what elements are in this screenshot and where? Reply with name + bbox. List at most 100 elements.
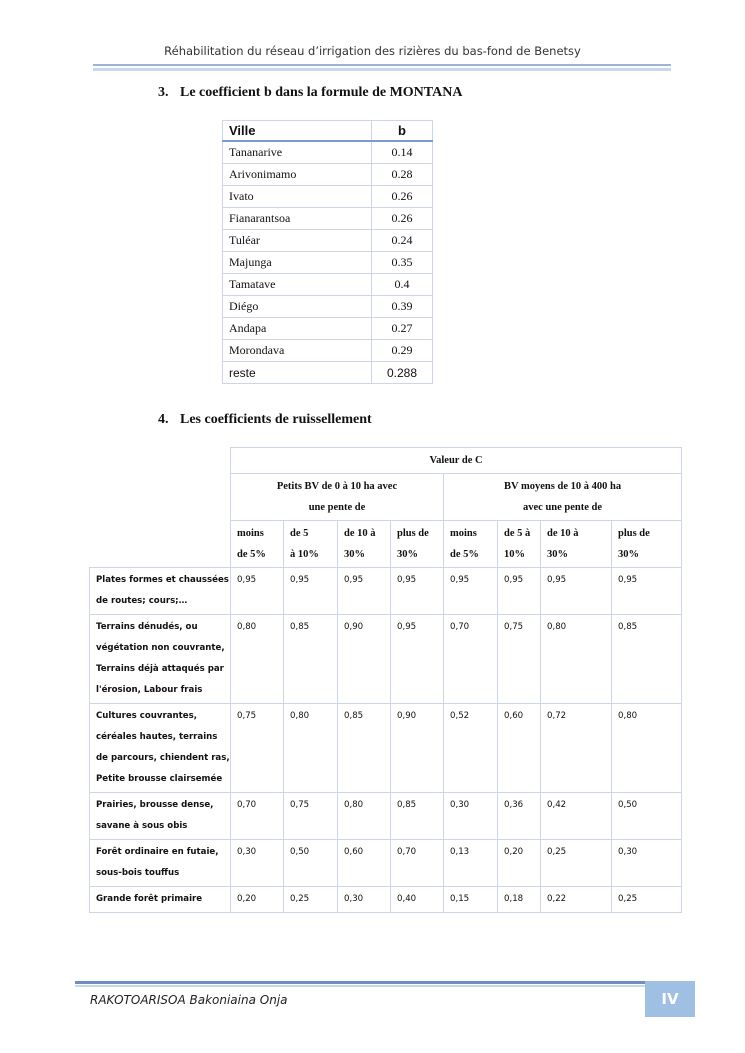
table-row: Ivato 0.26 [222, 185, 433, 208]
value-cell: 0,90 [390, 703, 444, 793]
footer-rule [75, 981, 645, 984]
value-cell: 0,80 [337, 792, 391, 840]
row-label: Prairies, brousse dense, savane à sous ob… [89, 792, 231, 840]
slope-line: plus de [397, 528, 429, 539]
value-cell: 0,15 [443, 886, 498, 913]
slope-line: plus de [618, 528, 650, 539]
title-cell: Valeur de C [229, 447, 683, 474]
table-cell: 0.4 [371, 273, 433, 296]
label-line: végétation non couvrante, [96, 643, 225, 653]
table-cell: 0.26 [371, 207, 433, 230]
slope-line: à 10% [290, 549, 319, 560]
slope-line: de 5% [237, 549, 266, 560]
slope-cell: de 10 à 30% [337, 520, 391, 568]
value-cell: 0,95 [610, 567, 683, 615]
blank-cell [90, 474, 231, 521]
value-cell: 0,30 [230, 839, 284, 887]
value-cell: 0,70 [390, 839, 444, 887]
table-cell: 0.35 [371, 251, 433, 274]
header-rule [93, 64, 671, 66]
value-cell: 0,95 [540, 567, 612, 615]
label-line: l'érosion, Labour frais [96, 685, 203, 695]
header-title: Réhabilitation du réseau d’irrigation de… [164, 44, 581, 58]
table-cell: 0.288 [371, 361, 433, 384]
value-cell: 0,90 [337, 614, 391, 704]
value-cell: 0,70 [443, 614, 498, 704]
value-cell: 0,36 [497, 792, 541, 840]
group-cell: Petits BV de 0 à 10 ha avec une pente de [230, 473, 444, 521]
table-row: Tuléar 0.24 [222, 229, 433, 252]
value-cell: 0,95 [283, 567, 338, 615]
value-cell: 0,85 [283, 614, 338, 704]
header-cell: b [371, 120, 433, 142]
slope-cell: moins de 5% [443, 520, 498, 568]
value-cell: 0,95 [230, 567, 284, 615]
slope-cell: plus de 30% [610, 520, 683, 568]
table-cell: Fianarantsoa [222, 207, 372, 230]
value-cell: 0,70 [230, 792, 284, 840]
slope-cell: de 5 à 10% [283, 520, 338, 568]
section-number: 4. [158, 412, 169, 427]
value-cell: 0,75 [283, 792, 338, 840]
group-cell: BV moyens de 10 à 400 ha avec une pente d… [442, 473, 683, 521]
label-line: Petite brousse clairsemée [96, 774, 223, 784]
label-line: Grande forêt primaire [96, 894, 203, 904]
section-number: 3. [158, 85, 169, 100]
slope-line: de 5 à [504, 528, 531, 539]
row-label: Terrains dénudés, ou végétation non couvr… [89, 614, 231, 704]
value-cell: 0,80 [230, 614, 284, 704]
header-cell: Ville [222, 120, 372, 142]
table-row: Plates formes et chaussées de routes; cou… [89, 567, 683, 615]
table-cell: Tananarive [222, 140, 372, 164]
slope-line: 30% [618, 549, 639, 560]
value-cell: 0,95 [337, 567, 391, 615]
value-cell: 0,60 [337, 839, 391, 887]
slope-line: 10% [504, 549, 525, 560]
header-rule [93, 68, 671, 71]
label-line: Prairies, brousse dense, [96, 800, 214, 810]
table-cell: Tuléar [222, 229, 372, 252]
value-cell: 0,30 [337, 886, 391, 913]
table-row: Arivonimamo 0.28 [222, 163, 433, 186]
slope-line: moins [237, 528, 264, 539]
table-cell: Diégo [222, 295, 372, 318]
table-cell: 0.27 [371, 317, 433, 340]
table-row: Diégo 0.39 [222, 295, 433, 318]
group-line: une pente de [308, 502, 366, 513]
group-line: Petits BV de 0 à 10 ha avec [276, 481, 398, 492]
value-cell: 0,20 [497, 839, 541, 887]
table-row: Cultures couvrantes, céréales hautes, ter… [89, 703, 683, 793]
value-cell: 0,13 [443, 839, 498, 887]
label-line: Cultures couvrantes, [96, 711, 197, 721]
value-cell: 0,50 [283, 839, 338, 887]
table-row: Andapa 0.27 [222, 317, 433, 340]
label-line: Plates formes et chaussées [96, 575, 229, 585]
table-cell: 0.26 [371, 185, 433, 208]
value-cell: 0,30 [443, 792, 498, 840]
table-cell: 0.28 [371, 163, 433, 186]
label-line: de routes; cours;… [96, 596, 188, 606]
value-cell: 0,80 [540, 614, 612, 704]
label-line: Terrains dénudés, ou [96, 622, 198, 632]
value-cell: 0,40 [390, 886, 444, 913]
table-cell: Tamatave [222, 273, 372, 296]
group-line: avec une pente de [523, 502, 603, 513]
section-title: Le coefficient b dans la formule de MONT… [180, 85, 463, 100]
label-line: céréales hautes, terrains [96, 732, 218, 742]
value-cell: 0,25 [283, 886, 338, 913]
montana-table: Ville b Tananarive 0.14 Arivonimamo 0.28 Ivato… [222, 120, 433, 384]
blank-cell [90, 521, 231, 568]
label-line: de parcours, chiendent ras, [96, 753, 230, 763]
value-cell: 0,75 [497, 614, 541, 704]
section-title: Les coefficients de ruissellement [180, 412, 372, 427]
title-row: Valeur de C [90, 447, 683, 474]
group-row: Petits BV de 0 à 10 ha avec une pente de B… [90, 473, 683, 521]
table-cell: Majunga [222, 251, 372, 274]
table-row: Prairies, brousse dense, savane à sous ob… [89, 792, 683, 840]
value-cell: 0,80 [283, 703, 338, 793]
table-row: Fianarantsoa 0.26 [222, 207, 433, 230]
table-cell: Morondava [222, 339, 372, 362]
value-cell: 0,42 [540, 792, 612, 840]
section-heading: 3. Le coefficient b dans la formule de MO… [158, 85, 462, 101]
slope-line: de 5 [290, 528, 309, 539]
